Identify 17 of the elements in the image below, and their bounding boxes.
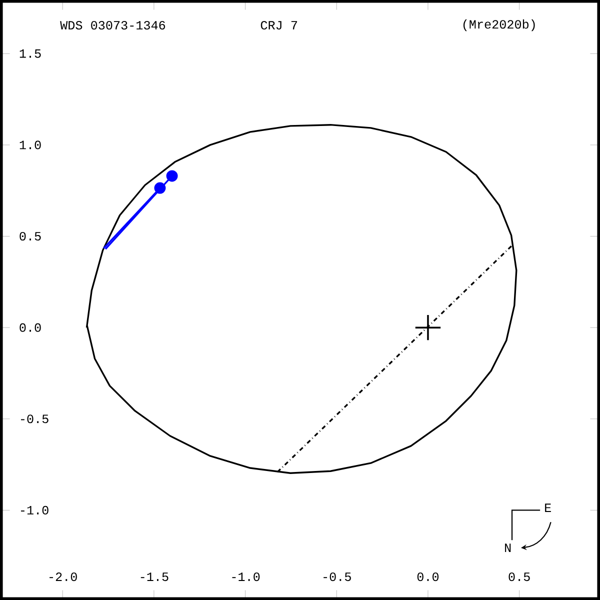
annotation: N (505, 544, 511, 552)
x-tick-label: 0.0 (417, 572, 439, 582)
y-tick-label: 0.0 (20, 323, 41, 332)
y-tick-label: -0.5 (21, 414, 48, 424)
x-tick-label: -2.0 (50, 572, 77, 582)
y-tick-label: 1.0 (20, 140, 41, 150)
x-tick-label: -1.5 (140, 572, 168, 582)
y-tick-label: 0.5 (20, 232, 41, 241)
text: CRJ 7 (260, 21, 298, 30)
x-tick-label: -1.0 (232, 572, 260, 582)
annotation: (Mre2020b) (463, 19, 535, 32)
x-tick-label: 0.5 (508, 572, 530, 582)
text: WDS 03073-1346 (60, 21, 166, 30)
annotation: E (545, 504, 551, 512)
y-tick-label: 1.5 (20, 49, 41, 58)
y-tick-label: -1.0 (21, 506, 48, 514)
x-tick-label: -0.5 (324, 572, 351, 582)
